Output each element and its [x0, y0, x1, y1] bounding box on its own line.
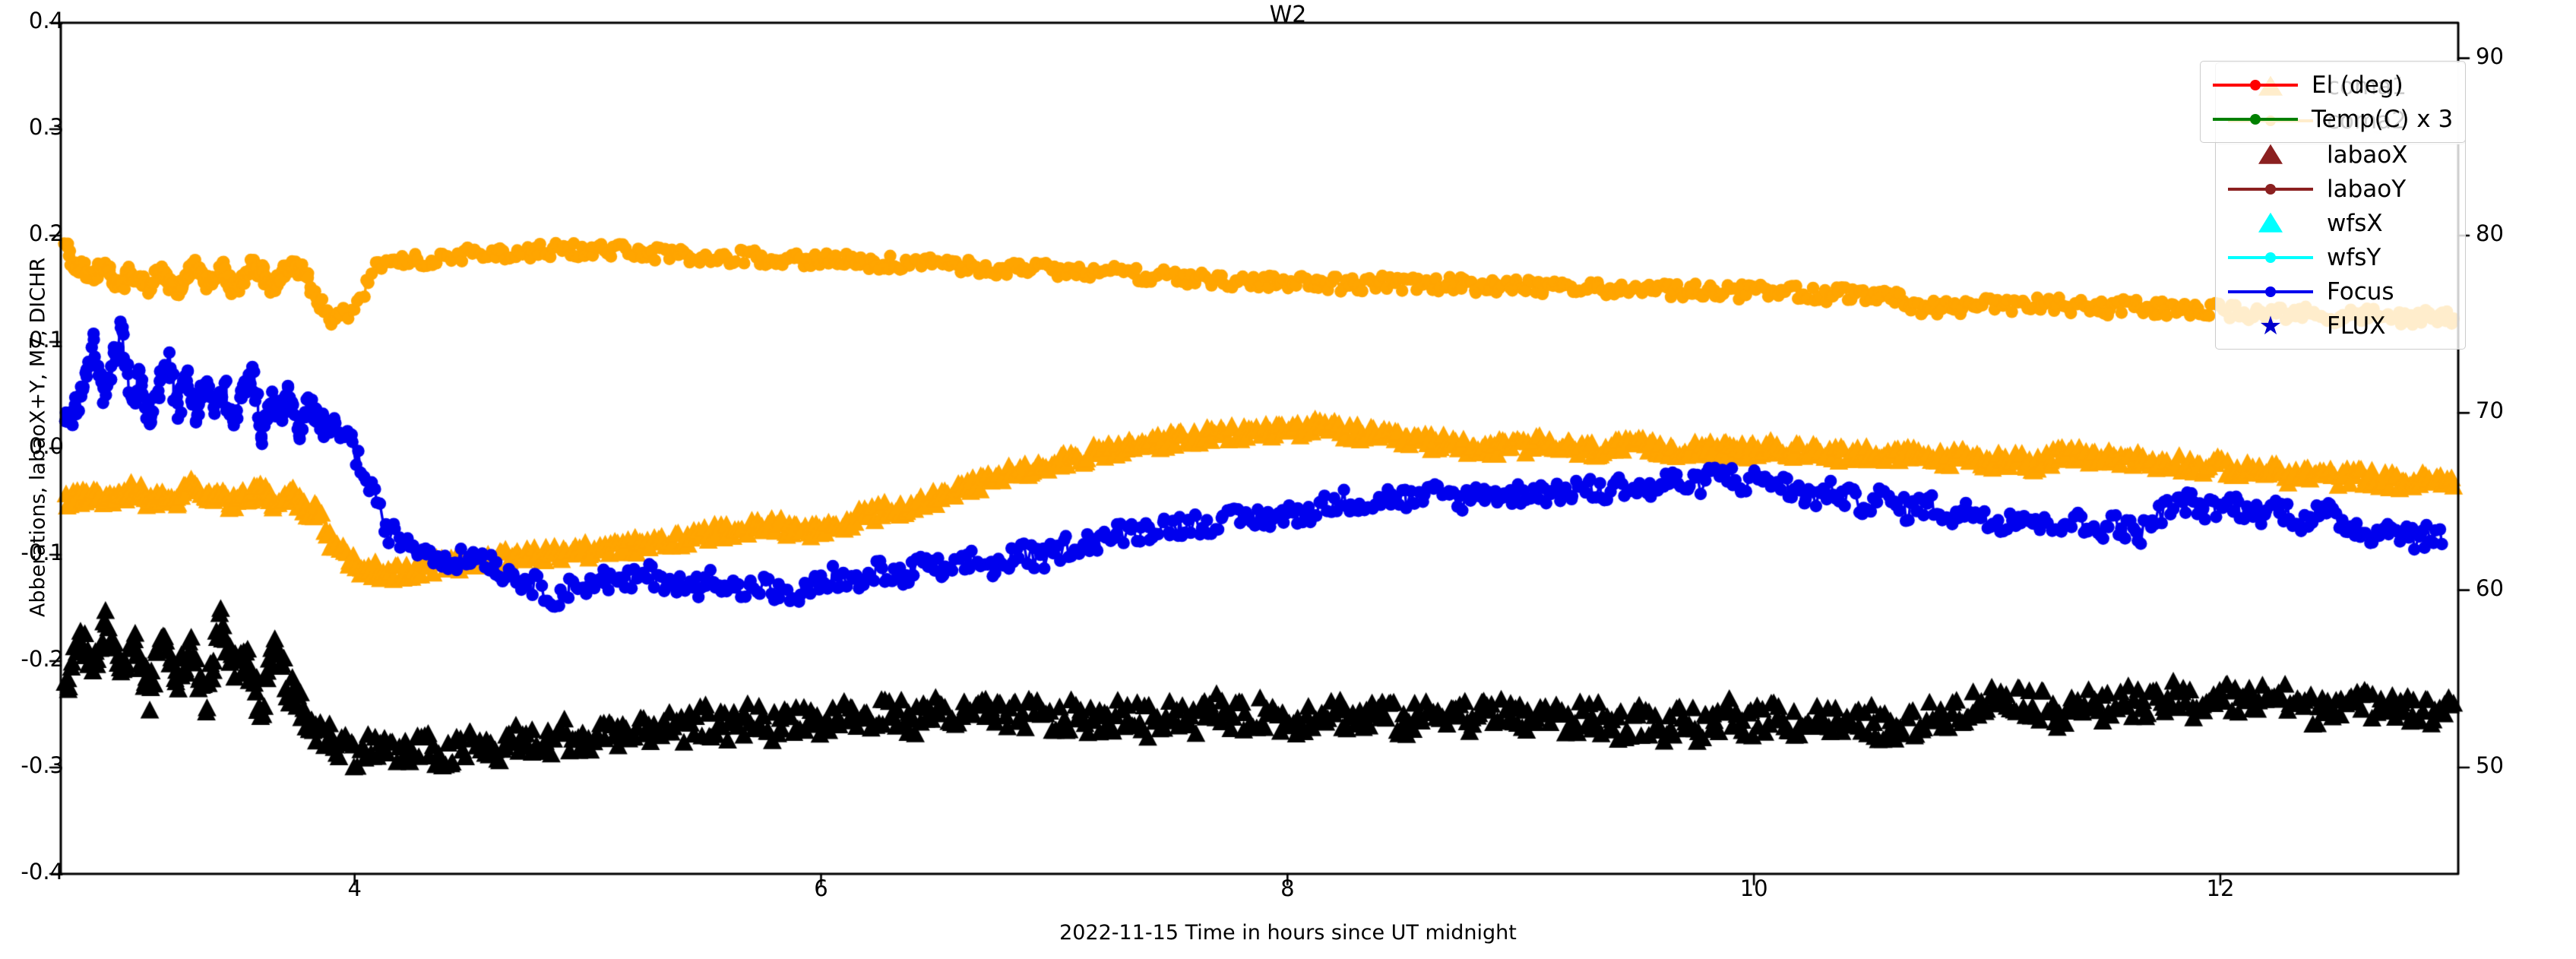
legend-series-item[interactable]: Focus: [2225, 274, 2456, 309]
dot-marker-icon: [2210, 108, 2301, 131]
x-tick: 6: [814, 875, 828, 901]
y-tick-left: 0.3: [28, 114, 64, 140]
dot-marker-icon: [2225, 246, 2316, 269]
x-tick: 10: [1739, 875, 1768, 901]
dot-marker-icon: [2225, 178, 2316, 201]
dot-marker-icon: [2210, 74, 2301, 97]
y-tick-left: -0.4: [21, 859, 64, 885]
legend-series-label: labaoX: [2327, 141, 2408, 169]
legend-series-label: Focus: [2327, 277, 2394, 305]
legend-series-label: FLUX: [2327, 312, 2386, 340]
legend-series-label: wfsX: [2327, 209, 2383, 237]
y-tick-right: 70: [2476, 397, 2504, 424]
x-tick: 12: [2206, 875, 2235, 901]
y-tick-left: 0.2: [28, 220, 64, 246]
y-tick-left: 0.4: [28, 8, 64, 33]
legend-eltemp-item[interactable]: El (deg): [2210, 68, 2456, 102]
legend-series-item[interactable]: labaoX: [2225, 138, 2456, 172]
triangle-marker-icon: [2225, 212, 2316, 235]
legend-series-label: wfsY: [2327, 243, 2381, 271]
y-tick-left: 0.1: [28, 327, 64, 353]
y-tick-left: 0.0: [28, 433, 64, 459]
page-title: W2: [1269, 2, 1307, 28]
legend-eltemp-item[interactable]: Temp(C) x 3: [2210, 102, 2456, 136]
triangle-marker-icon: [2225, 144, 2316, 166]
y-tick-right: 80: [2476, 220, 2504, 246]
dot-marker-icon: [2225, 280, 2316, 303]
legend-eltemp-label: Temp(C) x 3: [2312, 105, 2454, 133]
star-marker-icon: ★: [2258, 310, 2283, 341]
y-tick-left: -0.2: [21, 646, 64, 672]
y-tick-right: 60: [2476, 574, 2504, 601]
x-tick: 4: [347, 875, 362, 901]
y-tick-left: -0.3: [21, 752, 64, 778]
legend-el-temp: El (deg) Temp(C) x 3: [2200, 61, 2466, 143]
legend-eltemp-label: El (deg): [2312, 71, 2404, 99]
legend-series-item[interactable]: wfsX: [2225, 206, 2456, 240]
x-tick: 8: [1280, 875, 1295, 901]
legend-series-item[interactable]: wfsY: [2225, 240, 2456, 274]
y-tick-right: 50: [2476, 752, 2504, 778]
y-tick-right: 90: [2476, 43, 2504, 69]
y-tick-left: -0.1: [21, 540, 64, 565]
legend-series-item[interactable]: ★ FLUX: [2225, 309, 2456, 343]
x-axis-label: 2022-11-15 Time in hours since UT midnig…: [1059, 921, 1517, 945]
legend-series-label: labaoY: [2327, 175, 2407, 203]
legend-series-item[interactable]: labaoY: [2225, 172, 2456, 206]
